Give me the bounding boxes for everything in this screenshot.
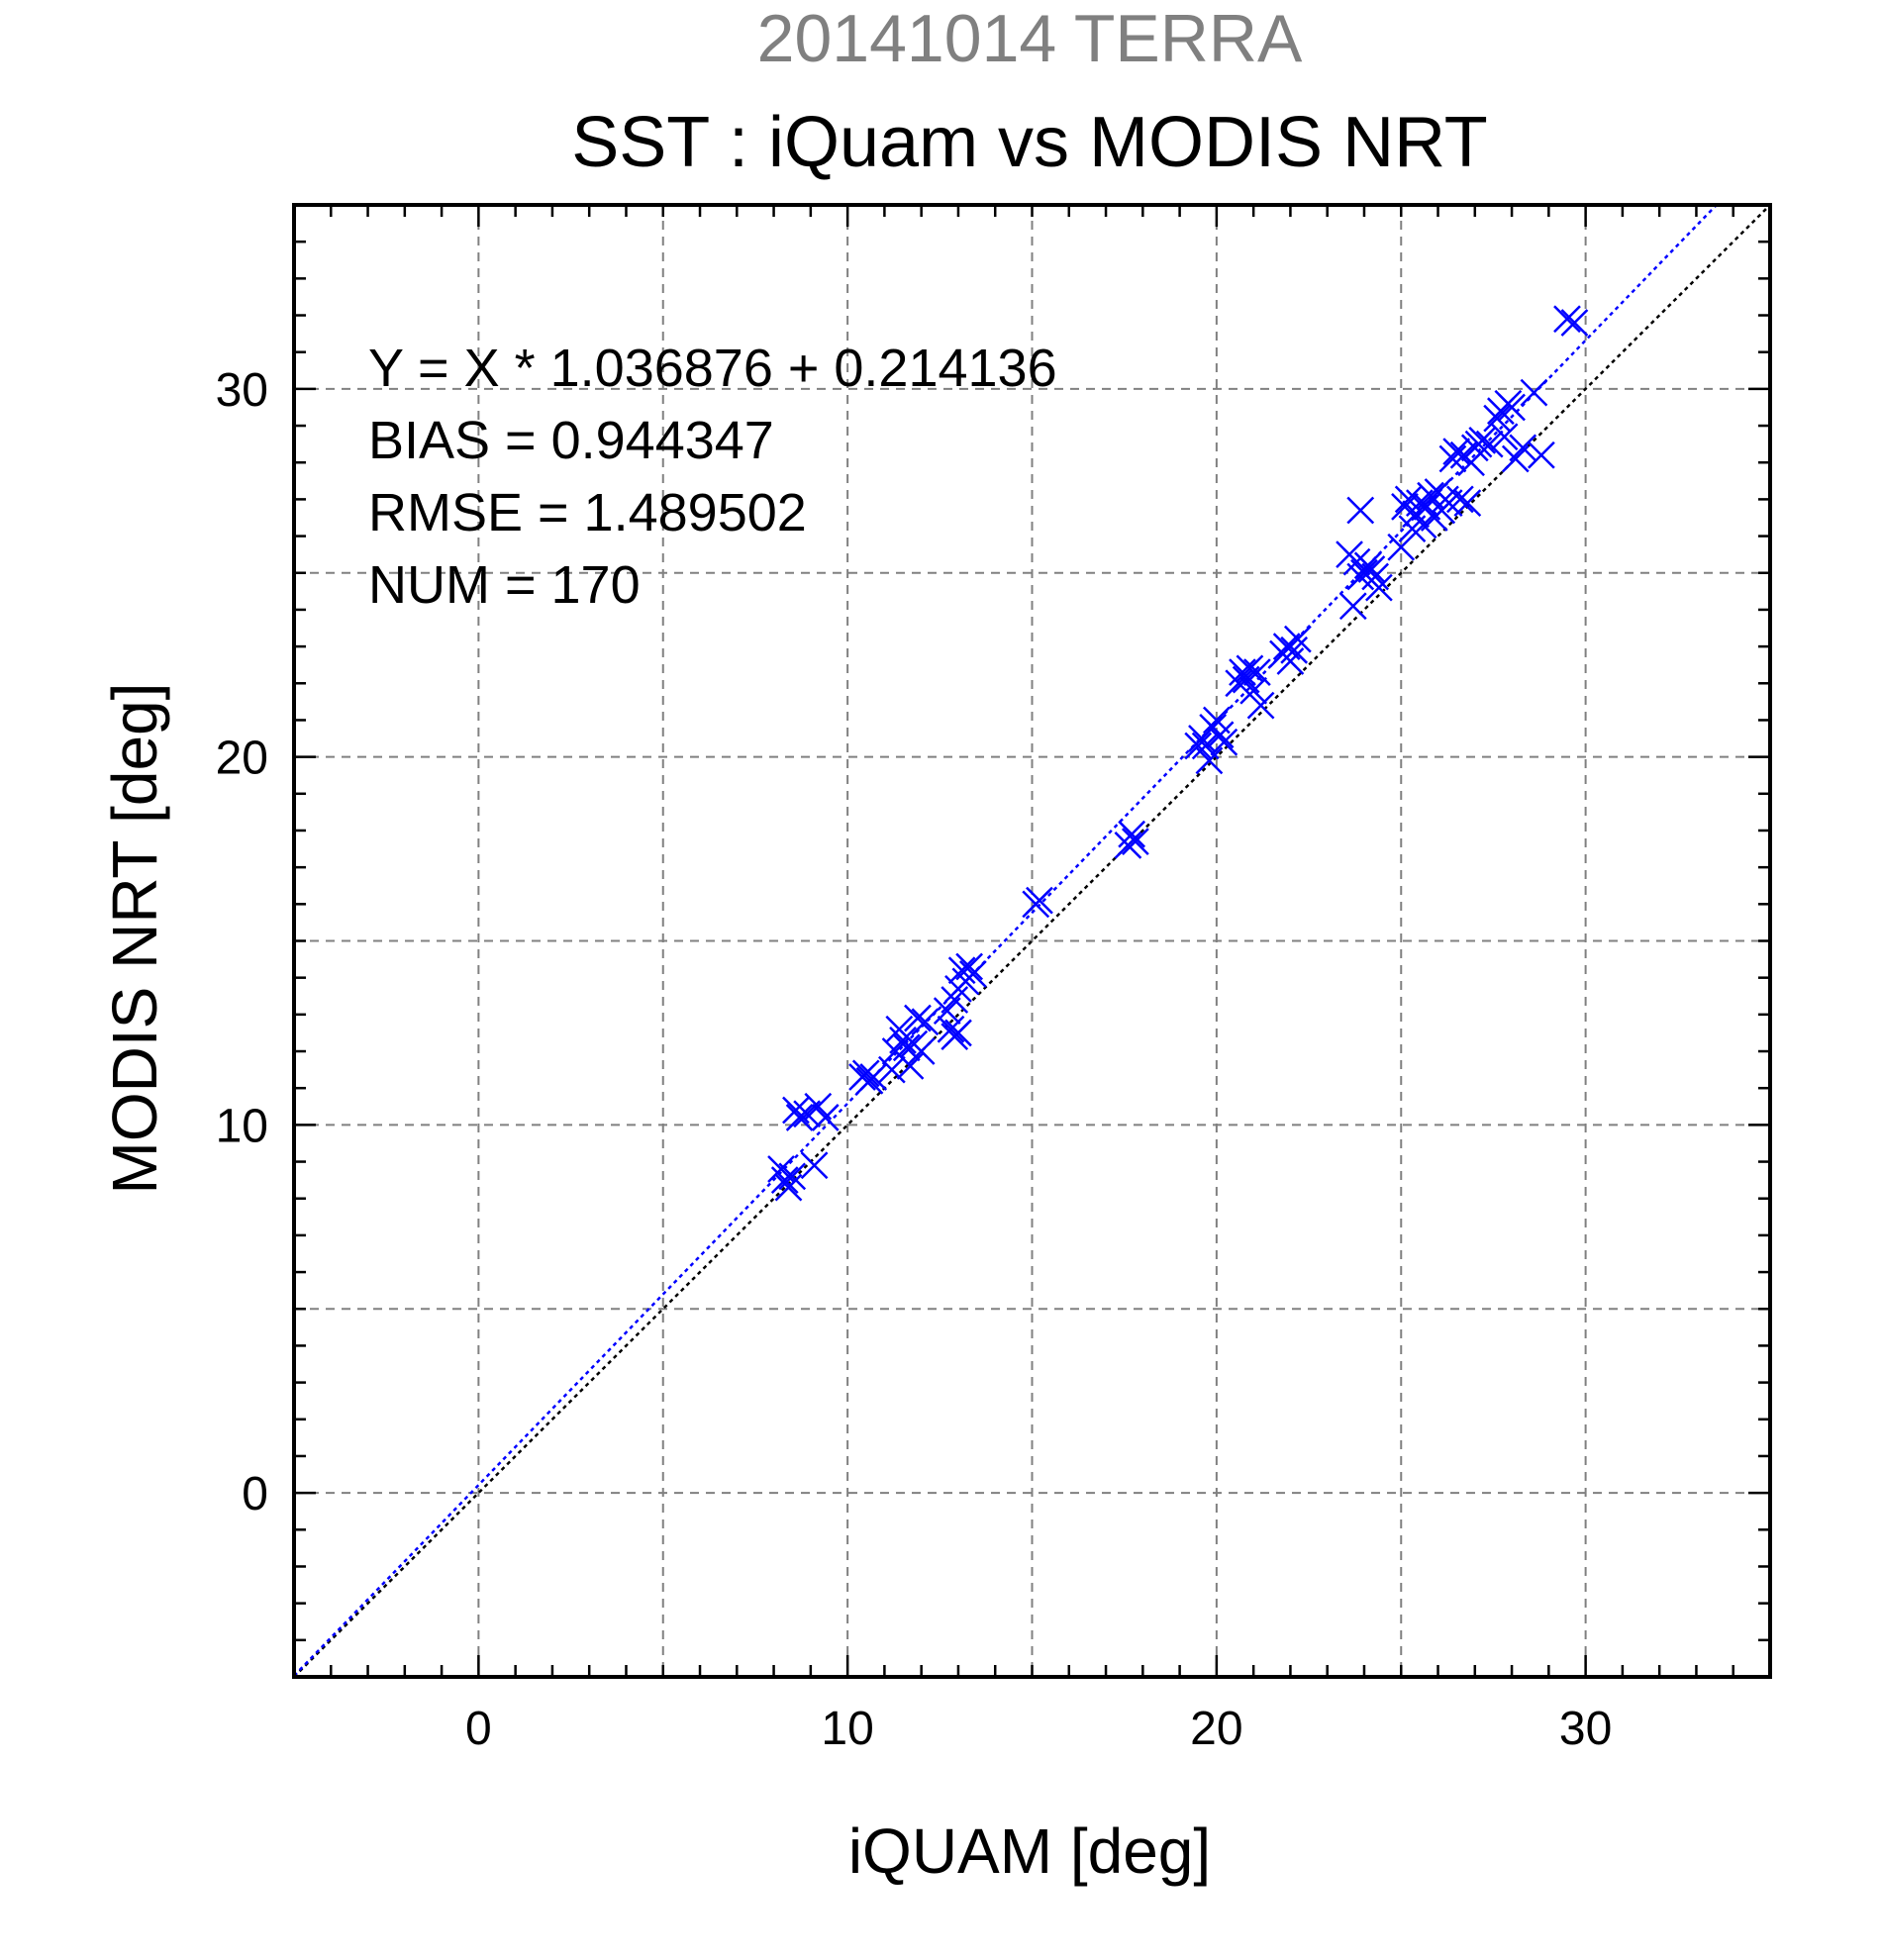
data-point <box>1468 427 1497 454</box>
data-point <box>785 1104 814 1131</box>
data-point <box>1118 820 1146 848</box>
data-point <box>1195 746 1224 775</box>
data-point <box>1509 434 1537 462</box>
data-point <box>851 1059 880 1088</box>
data-point <box>1026 886 1053 915</box>
stat-line: RMSE = 1.489502 <box>368 483 807 542</box>
stats-annotation: Y = X * 1.036876 + 0.214136 BIAS = 0.9443… <box>368 339 1057 615</box>
fit-line <box>293 204 1718 1677</box>
data-point <box>1121 828 1149 856</box>
data-point <box>937 1015 965 1043</box>
data-point <box>955 952 984 981</box>
data-point <box>1357 555 1386 583</box>
data-point <box>1560 309 1589 337</box>
data-point <box>940 986 969 1014</box>
data-point <box>1210 728 1238 756</box>
data-point <box>1184 732 1213 760</box>
data-point <box>859 1063 888 1091</box>
data-point <box>1206 721 1235 749</box>
tick-labels: 0 10 20 30 0 10 20 30 <box>216 364 1613 1755</box>
stat-line: NUM = 170 <box>368 555 641 615</box>
y-tick-label: 0 <box>242 1468 268 1520</box>
y-tick-label: 10 <box>216 1100 268 1152</box>
data-point <box>1346 496 1375 525</box>
data-point <box>1280 636 1309 664</box>
data-point <box>811 1104 840 1131</box>
data-point <box>1528 441 1555 469</box>
data-point <box>1276 647 1305 675</box>
data-point <box>1490 423 1519 451</box>
data-point <box>1475 430 1504 458</box>
data-point <box>1453 489 1482 518</box>
chart-subtitle: SST : iQuam vs MODIS NRT <box>571 103 1488 182</box>
data-point <box>904 1004 932 1032</box>
data-point <box>1498 393 1526 422</box>
data-point <box>1229 658 1256 687</box>
data-point <box>1246 691 1275 720</box>
x-axis-label: iQUAM [deg] <box>848 1815 1211 1887</box>
data-point <box>800 1151 829 1180</box>
data-point <box>1114 831 1142 859</box>
data-point <box>1283 625 1312 653</box>
data-point <box>896 1052 925 1080</box>
x-tick-label: 10 <box>821 1703 873 1755</box>
x-tick-label: 30 <box>1559 1703 1612 1755</box>
y-tick-label: 30 <box>216 364 268 417</box>
data-point <box>1225 669 1253 698</box>
data-point <box>877 1055 906 1084</box>
data-point <box>1239 676 1268 705</box>
grid-lines <box>294 205 1770 1677</box>
x-tick-label: 20 <box>1190 1703 1242 1755</box>
data-point <box>947 956 976 985</box>
data-point <box>907 1037 936 1065</box>
data-point <box>1387 533 1416 561</box>
data-point <box>1553 305 1581 334</box>
y-tick-label: 20 <box>216 733 268 785</box>
stat-line: Y = X * 1.036876 + 0.214136 <box>368 339 1057 398</box>
data-point <box>1242 658 1271 687</box>
data-point <box>778 1162 807 1191</box>
data-point <box>944 1019 972 1047</box>
data-point <box>1483 404 1512 433</box>
data-points <box>767 305 1589 1202</box>
data-point <box>1446 485 1474 514</box>
data-point <box>1520 378 1548 407</box>
x-tick-label: 0 <box>465 1703 492 1755</box>
data-point <box>1236 654 1264 683</box>
y-axis-label: MODIS NRT [deg] <box>99 683 170 1195</box>
data-point <box>889 1026 917 1054</box>
data-point <box>774 1173 803 1202</box>
data-point <box>1438 444 1467 473</box>
data-point <box>1442 438 1471 465</box>
chart-title: 20141014 TERRA <box>757 1 1303 76</box>
stat-line: BIAS = 0.944347 <box>368 411 774 470</box>
data-point <box>911 1008 940 1036</box>
plot-frame <box>292 203 1772 1679</box>
data-point <box>770 1166 799 1195</box>
data-point <box>1338 592 1367 621</box>
data-point <box>1394 485 1423 514</box>
data-point <box>1361 562 1390 591</box>
data-point <box>782 1096 810 1125</box>
data-point <box>1365 573 1393 602</box>
data-point <box>958 960 987 988</box>
